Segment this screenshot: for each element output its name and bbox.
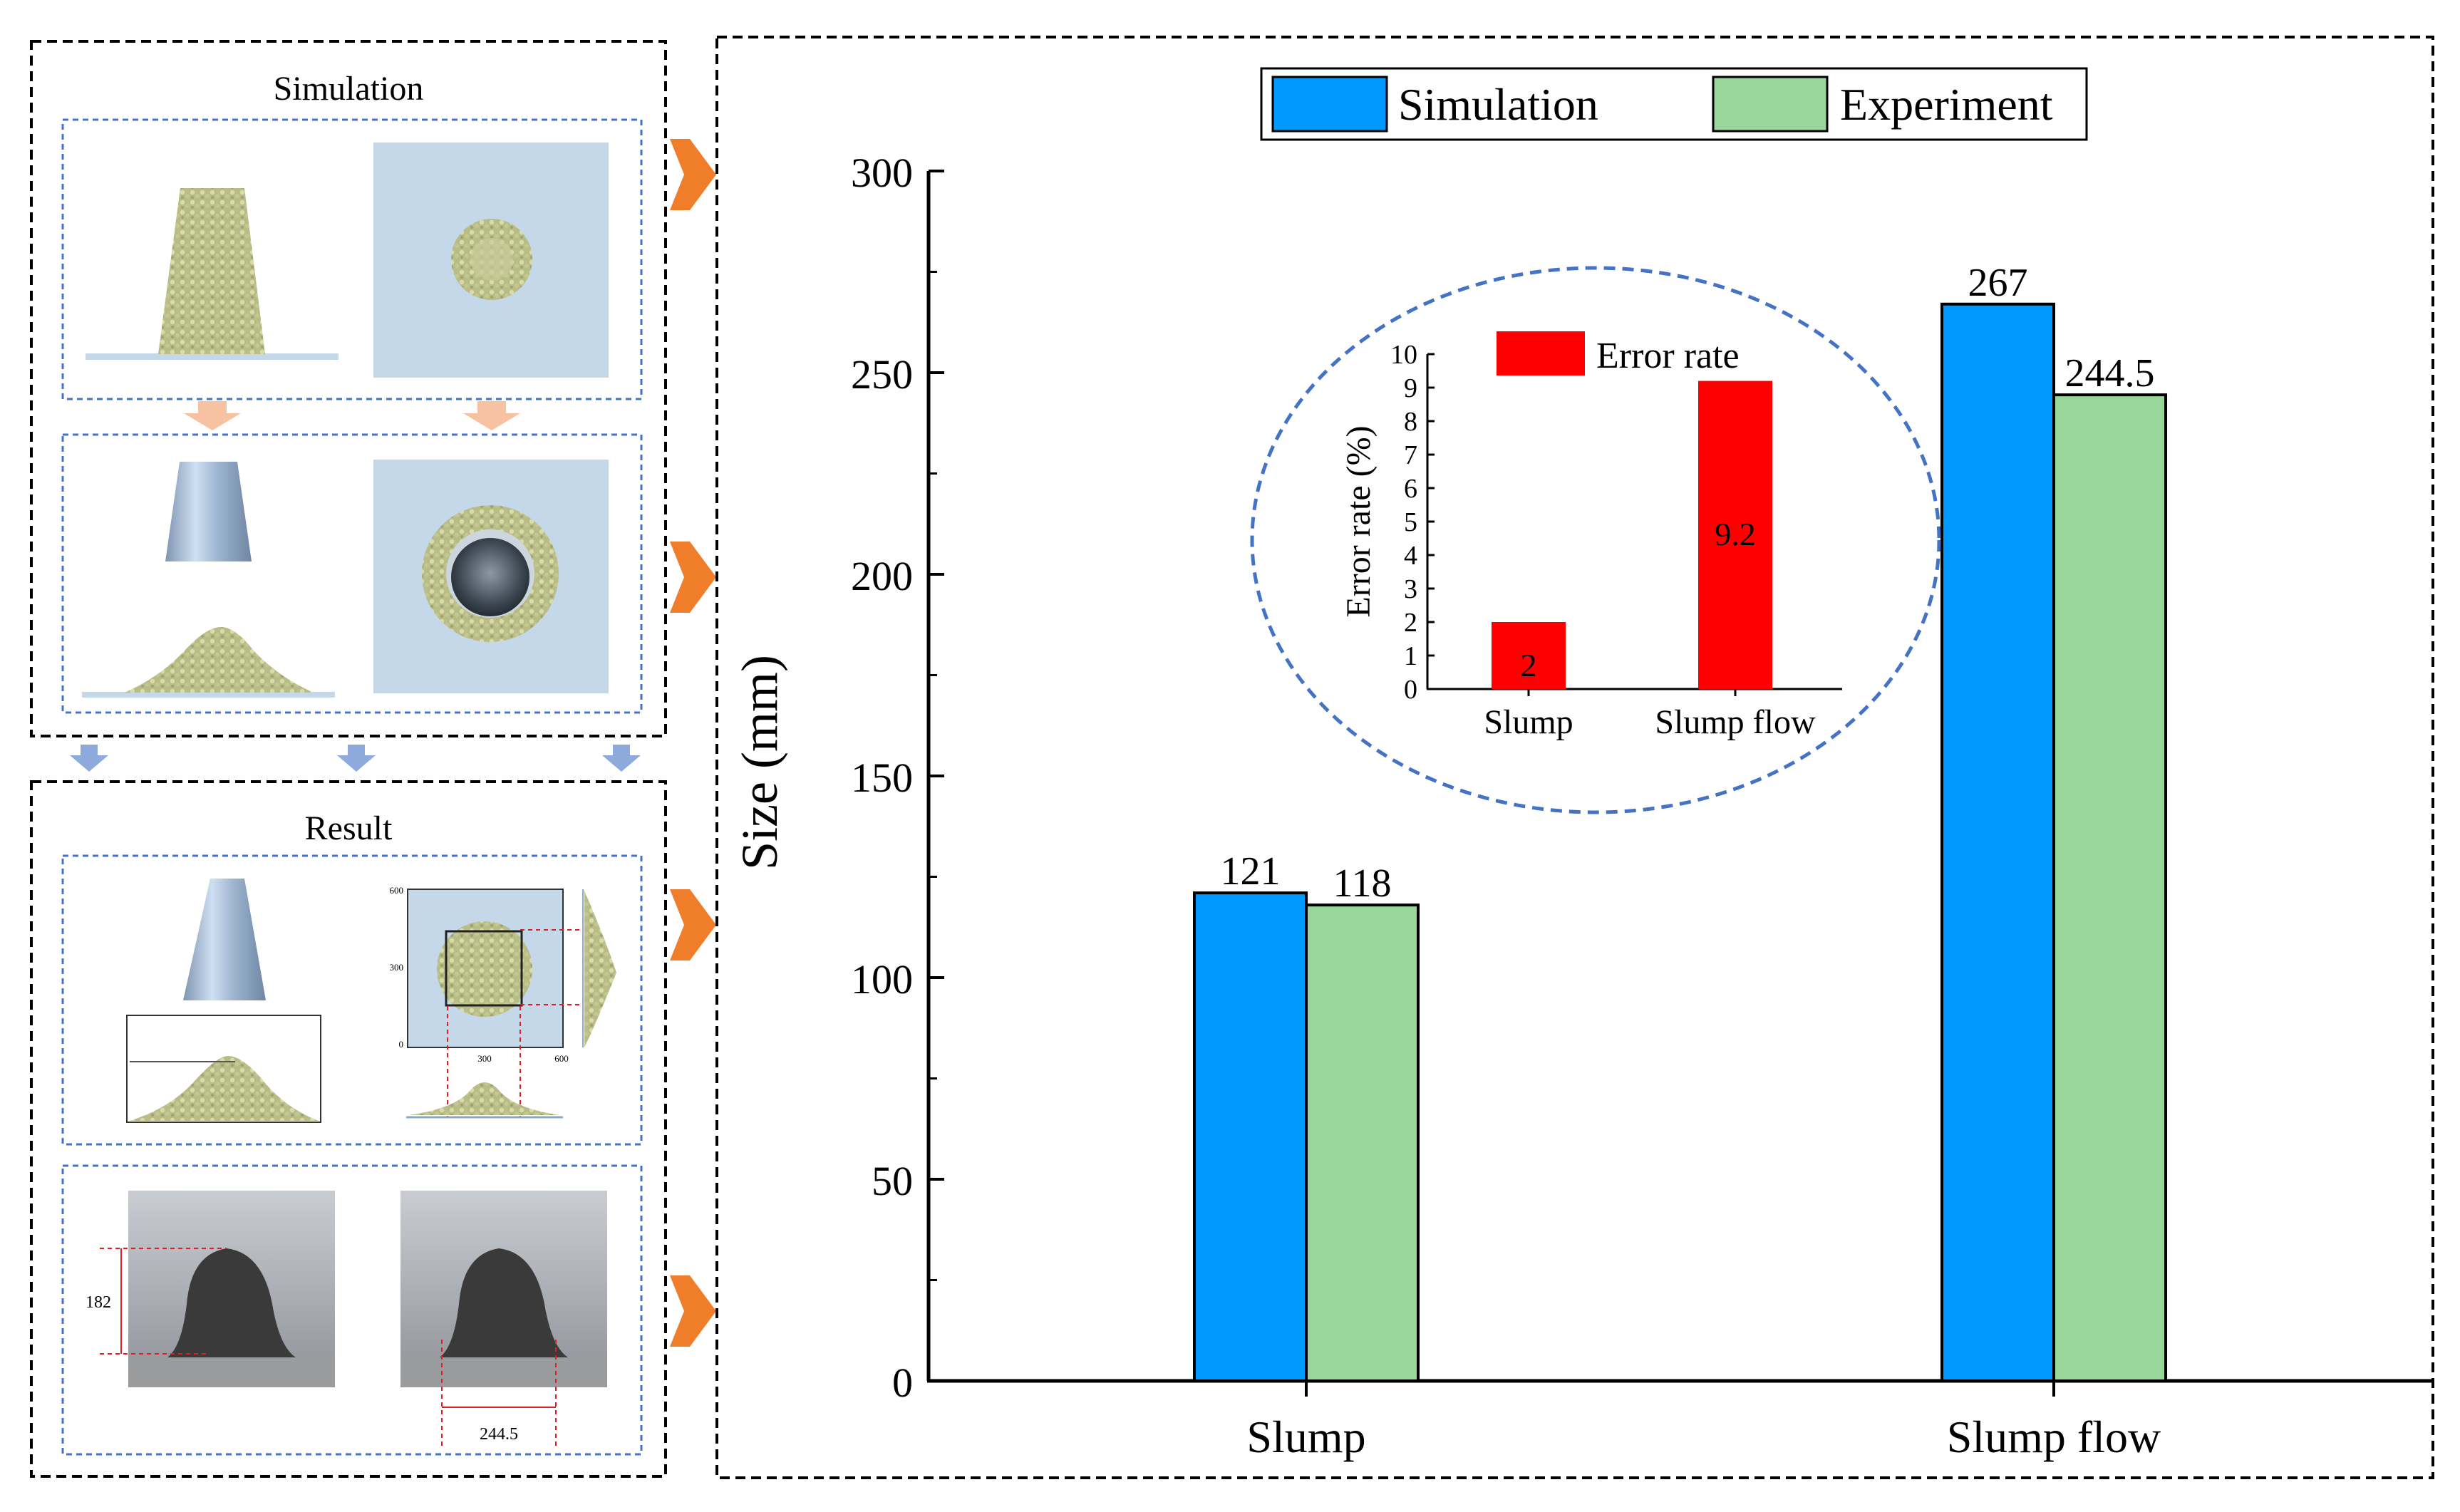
inset-legend-label: Error rate [1596,336,1740,376]
y-tick-label: 100 [851,956,913,1003]
slump-pile [125,627,314,693]
bar-simulation-1 [1193,891,1308,1382]
legend-swatch-simulation [1271,76,1388,133]
legend-swatch-experiment [1712,76,1829,133]
inset-y-tick-label: 10 [1390,340,1417,370]
legend-box [1260,67,2088,141]
x-tick-label: Slump flow [1947,1412,2161,1462]
height-measure-label: 182 [86,1293,111,1312]
inset-legend-swatch [1497,331,1585,376]
axis-tick-label: 300 [477,1053,492,1064]
blue-arrow-icon [70,745,108,772]
axis-tick-label: 600 [390,885,404,896]
bar-experiment-2 [2052,393,2167,1382]
axis-tick-label: 0 [399,1039,404,1050]
simulation-title: Simulation [274,70,424,108]
height-pile [130,1056,319,1121]
top-view-cone-inner [470,238,513,281]
y-tick-label: 250 [851,351,913,398]
inset-y-tick-label: 1 [1404,641,1417,671]
legend-label-experiment: Experiment [1840,79,2053,130]
blue-arrow-icon [337,745,376,772]
concrete-pile [440,1248,568,1357]
inset-y-tick-label: 4 [1404,541,1417,571]
simulation-lifted-box [61,433,643,714]
bar-simulation-2 [1940,302,2055,1382]
bar-value-label: 118 [1333,861,1392,906]
particle-cone [158,188,265,354]
concrete-pile [167,1248,296,1357]
inset-ellipse [1250,266,1941,814]
orange-arrow-icon [670,542,716,613]
inset-x-tick-label: Slump [1484,703,1573,741]
result-photo-box [61,1164,643,1456]
main-chart: Simulation Experiment Size (mm) 05010015… [715,36,2434,1479]
cone-hole [451,538,529,616]
inset-y-tick-label: 8 [1404,407,1417,437]
simulation-initial-box [61,118,643,400]
inset-y-tick-label: 7 [1404,440,1417,470]
bar-value-label: 267 [1968,261,2028,305]
inset-y-ticks: 0 12 34 56 78 910 [1390,340,1435,705]
inset-y-tick-label: 5 [1404,507,1417,537]
left-panels: Simulation Result [30,40,716,1478]
inset-bar-2 [1698,380,1772,689]
orange-arrow-icon [670,139,716,210]
bar-experiment-1 [1305,903,1420,1382]
bar-value-label: 244.5 [2065,351,2155,395]
orange-arrow-icon [670,889,716,960]
side-profile [584,891,616,1047]
simulation-frame [30,40,667,737]
photo-ground [400,1357,607,1387]
y-tick-label: 300 [851,150,913,196]
lifted-cone [165,462,252,561]
base-plate [82,692,335,698]
spread-circle [437,921,532,1017]
result-frame [30,780,667,1478]
blue-arrow-icon [602,745,641,772]
y-tick-label: 50 [872,1158,913,1204]
inset-y-tick-label: 2 [1404,608,1417,638]
inset-bar-value-label: 9.2 [1715,516,1756,552]
bar-value-label: 121 [1221,849,1281,894]
peach-arrow-icon [184,401,241,430]
y-tick-label: 150 [851,755,913,801]
result-measure-box [61,854,643,1146]
peach-arrow-icon [463,401,520,430]
legend-label-simulation: Simulation [1398,79,1598,130]
base-plate [86,353,338,360]
y-tick-label: 0 [892,1360,913,1406]
inset-x-tick-labels: Slump Slump flow [1484,689,1816,741]
x-tick-label: Slump [1246,1412,1365,1462]
y-tick-label: 200 [851,553,913,599]
orange-arrow-icon [670,1275,716,1347]
inset-y-tick-label: 9 [1404,373,1417,403]
spread-pile-profile [410,1082,559,1115]
chart-frame [715,36,2434,1479]
inset-bar-value-label: 2 [1521,647,1537,683]
inset-y-tick-label: 3 [1404,574,1417,604]
photo-ground [128,1357,335,1387]
inset-y-tick-label: 0 [1404,675,1417,705]
inset-x-tick-label: Slump flow [1655,703,1816,741]
inset-y-tick-label: 6 [1404,474,1417,504]
y-axis-label: Size (mm) [731,655,788,870]
inset-y-axis-label: Error rate (%) [1340,425,1378,617]
result-title: Result [305,809,393,847]
inset-bars: 29.2 [1492,380,1772,689]
height-plot-frame [126,1015,321,1123]
axis-tick-label: 300 [390,962,404,973]
spread-measure-label: 244.5 [480,1425,518,1444]
inset-bar-1 [1492,622,1566,689]
result-cone [183,879,266,1000]
x-tick-labels: Slump Slump flow [1246,1381,2161,1462]
measure-square [445,930,523,1007]
axis-tick-label: 600 [554,1053,569,1064]
y-ticks: 0 50 100 150 200 250 300 [851,150,944,1406]
